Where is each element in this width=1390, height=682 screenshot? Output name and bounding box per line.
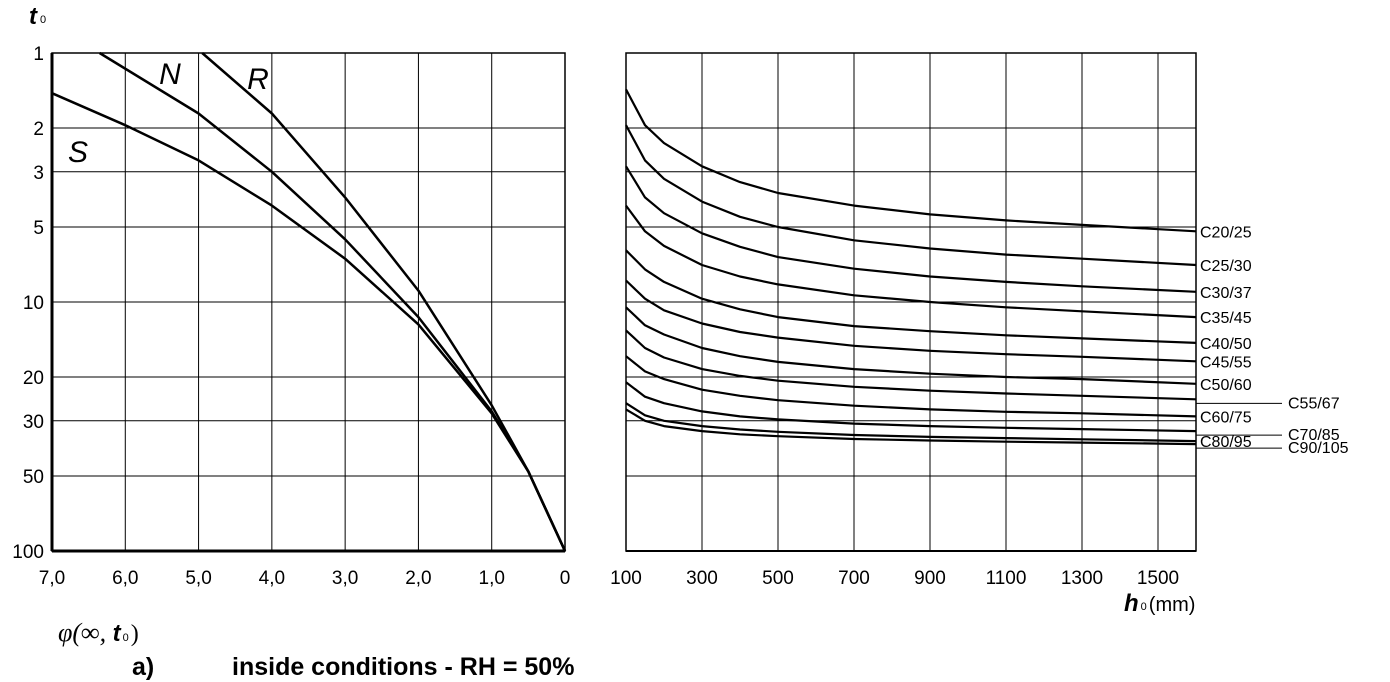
- right-x-tick-label: 300: [686, 568, 718, 589]
- right-grid: [625, 52, 1197, 552]
- left-curves: [51, 51, 567, 552]
- curve-C20-25: [625, 88, 1197, 233]
- left-x-tick-label: 3,0: [332, 568, 358, 589]
- series-label-C50-60: C50/60: [1200, 377, 1252, 394]
- curve-C80-95: [625, 402, 1197, 443]
- left-x-tick-label: 0: [560, 568, 571, 589]
- left-grid: [50, 52, 566, 553]
- right-x-tick-label: 500: [762, 568, 794, 589]
- right-x-tick-label: 700: [838, 568, 870, 589]
- curve-C50-60: [625, 306, 1197, 385]
- y-tick-label: 1: [33, 44, 44, 65]
- series-label-C55-67: C55/67: [1288, 395, 1340, 412]
- y-tick-label: 3: [33, 163, 44, 184]
- series-label-C70-85: C70/85: [1288, 427, 1340, 444]
- right-x-tick-label: 1300: [1061, 568, 1103, 589]
- series-label-C90-105: C90/105: [1288, 440, 1349, 457]
- series-label-C45-55: C45/55: [1200, 354, 1252, 371]
- right-x-tick-label: 1500: [1137, 568, 1179, 589]
- series-label-C80-95: C80/95: [1200, 434, 1252, 451]
- y-axis-title-t: t: [29, 3, 38, 30]
- h-axis-h: h: [1124, 590, 1139, 617]
- series-label-N: N: [159, 58, 181, 91]
- phi-prefix: φ(∞,: [58, 618, 113, 647]
- curve-C40-50: [625, 249, 1197, 344]
- series-label-C40-50: C40/50: [1200, 336, 1252, 353]
- y-tick-label: 50: [23, 467, 44, 488]
- y-tick-label: 30: [23, 412, 44, 433]
- series-label-C25-30: C25/30: [1200, 258, 1252, 275]
- y-tick-label: 100: [12, 542, 44, 563]
- right-x-tick-label: 100: [610, 568, 642, 589]
- y-axis-title-sub: 0: [40, 14, 46, 26]
- curve-R: [201, 52, 567, 552]
- left-x-tick-label: 4,0: [259, 568, 285, 589]
- series-label-R: R: [247, 63, 269, 96]
- left-x-tick-label: 2,0: [405, 568, 431, 589]
- y-tick-label: 10: [23, 293, 44, 314]
- series-label-C20-25: C20/25: [1200, 224, 1252, 241]
- caption-letter: a): [132, 653, 154, 681]
- phi-suffix: ): [131, 621, 139, 647]
- right-x-tick-label: 900: [914, 568, 946, 589]
- y-tick-label: 5: [33, 218, 44, 239]
- caption-text: inside conditions - RH = 50%: [232, 653, 574, 681]
- curve-C45-55: [625, 279, 1197, 363]
- curve-C25-30: [625, 124, 1197, 267]
- left-x-tick-label: 5,0: [185, 568, 211, 589]
- left-x-tick-label: 1,0: [479, 568, 505, 589]
- left-x-tick-label: 6,0: [112, 568, 138, 589]
- tick-labels: 7,0 6,0 5,0 4,0 3,0 2,0 1,0 0 1 2 3 5 10 20 30 50 100 100…: [12, 44, 1179, 589]
- x-axis-title-left: φ(∞, t 0): [58, 618, 139, 647]
- left-x-tick-label: 7,0: [39, 568, 65, 589]
- h-axis-unit: (mm): [1149, 594, 1196, 616]
- h-axis-sub: 0: [1141, 601, 1147, 613]
- curve-C35-45: [625, 204, 1197, 319]
- right-x-tick-label: 1100: [986, 568, 1027, 589]
- x-axis-title-right: h 0 (mm): [1124, 590, 1195, 617]
- y-tick-label: 2: [33, 119, 44, 140]
- curve-S: [51, 92, 567, 552]
- curve-C30-37: [625, 165, 1197, 293]
- curve-C90-105: [625, 408, 1197, 446]
- y-tick-label: 20: [23, 368, 44, 389]
- curve-C55-67: [625, 329, 1197, 401]
- curve-C70-85: [625, 381, 1197, 433]
- curve-C60-75: [625, 355, 1197, 418]
- phi-t: t: [113, 620, 122, 647]
- right-curves: [625, 88, 1197, 446]
- series-label-C60-75: C60/75: [1200, 409, 1252, 426]
- phi-sub: 0: [123, 632, 129, 644]
- series-label-S: S: [68, 136, 88, 169]
- series-label-C35-45: C35/45: [1200, 310, 1252, 327]
- series-label-C30-37: C30/37: [1200, 285, 1252, 302]
